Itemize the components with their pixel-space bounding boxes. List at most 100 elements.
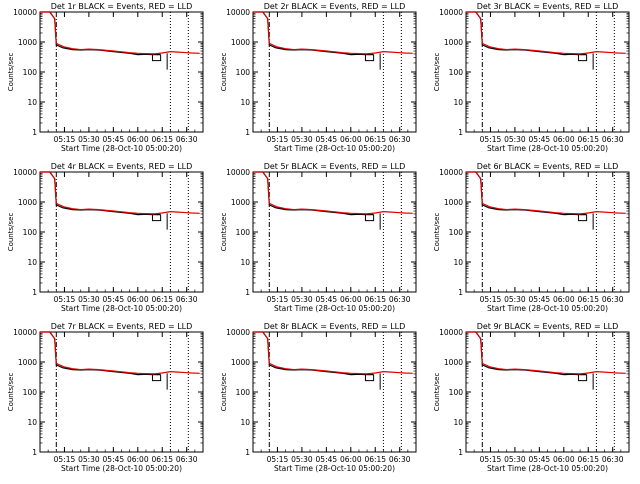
- plot-frame: [252, 171, 417, 293]
- panel-title: Det 7r BLACK = Events, RED = LLD: [51, 322, 193, 331]
- y-tick-label: 1: [458, 448, 463, 457]
- x-tick-label: 06:15: [151, 135, 173, 144]
- x-tick-label: 05:45: [103, 135, 125, 144]
- x-tick-label: 06:30: [176, 295, 198, 304]
- y-tick-label: 100: [449, 68, 464, 77]
- plot-frame: [39, 331, 204, 453]
- series-line-events: [466, 171, 587, 216]
- panel-title: Det 2r BLACK = Events, RED = LLD: [264, 2, 406, 11]
- y-axis-label: Counts/sec: [220, 213, 228, 252]
- y-tick-label: 100: [236, 388, 251, 397]
- x-tick-label: 05:45: [529, 135, 551, 144]
- x-tick-label: 06:30: [389, 295, 411, 304]
- series-line-events: [466, 11, 587, 56]
- y-tick-label: 1: [458, 288, 463, 297]
- x-tick-label: 06:00: [340, 455, 362, 464]
- y-tick-label: 1000: [444, 358, 463, 367]
- x-tick-label: 05:45: [529, 295, 551, 304]
- x-axis-label: Start Time (28-Oct-10 05:00:20): [274, 304, 395, 313]
- y-axis-label: Counts/sec: [433, 53, 441, 92]
- events-dip-feature: [151, 54, 162, 62]
- y-tick-label: 10: [240, 418, 250, 427]
- events-dip-feature: [151, 374, 162, 382]
- y-axis-label: Counts/sec: [433, 373, 441, 412]
- events-dip-feature: [577, 214, 588, 222]
- x-tick-label: 05:45: [316, 295, 338, 304]
- x-tick-label: 06:30: [602, 295, 624, 304]
- x-tick-label: 06:00: [127, 295, 149, 304]
- y-tick-label: 1: [458, 128, 463, 137]
- y-tick-label: 1000: [444, 198, 463, 207]
- series-line-lld: [40, 171, 200, 215]
- events-dip-feature: [364, 374, 375, 382]
- x-tick-label: 05:15: [480, 455, 502, 464]
- x-tick-label: 05:45: [103, 295, 125, 304]
- y-tick-label: 10: [240, 98, 250, 107]
- y-tick-label: 10: [453, 98, 463, 107]
- plot-frame: [252, 331, 417, 453]
- x-tick-label: 05:30: [504, 135, 526, 144]
- x-tick-label: 05:15: [267, 135, 289, 144]
- y-tick-label: 10000: [439, 168, 463, 177]
- y-tick-label: 1000: [444, 38, 463, 47]
- y-tick-label: 10: [453, 258, 463, 267]
- y-axis-label: Counts/sec: [220, 373, 228, 412]
- y-tick-label: 100: [23, 68, 38, 77]
- x-tick-label: 06:15: [364, 295, 386, 304]
- y-tick-label: 1000: [231, 358, 250, 367]
- x-tick-label: 06:30: [176, 135, 198, 144]
- x-tick-label: 06:15: [577, 455, 599, 464]
- y-tick-label: 10: [240, 258, 250, 267]
- y-tick-label: 1: [245, 128, 250, 137]
- x-tick-label: 06:15: [364, 455, 386, 464]
- series-line-events: [253, 331, 374, 376]
- detector-panel-8: Det 8r BLACK = Events, RED = LLD 1 10 100 10…: [220, 322, 417, 473]
- y-tick-label: 1000: [231, 198, 250, 207]
- y-tick-label: 10: [27, 258, 37, 267]
- x-axis-label: Start Time (28-Oct-10 05:00:20): [274, 144, 395, 153]
- y-axis-label: Counts/sec: [220, 53, 228, 92]
- x-tick-label: 05:30: [78, 135, 100, 144]
- plot-frame: [465, 171, 630, 293]
- series-line-events: [466, 331, 587, 376]
- panel-title: Det 4r BLACK = Events, RED = LLD: [51, 162, 193, 171]
- detector-panel-4: Det 4r BLACK = Events, RED = LLD 1 10 100 10…: [7, 162, 204, 313]
- y-tick-label: 100: [449, 228, 464, 237]
- plot-frame: [39, 11, 204, 133]
- panel-title: Det 9r BLACK = Events, RED = LLD: [477, 322, 619, 331]
- x-tick-label: 06:00: [127, 135, 149, 144]
- series-line-lld: [466, 171, 626, 215]
- x-tick-label: 05:30: [504, 295, 526, 304]
- y-tick-label: 10: [27, 418, 37, 427]
- panel-title: Det 5r BLACK = Events, RED = LLD: [264, 162, 406, 171]
- panel-title: Det 6r BLACK = Events, RED = LLD: [477, 162, 619, 171]
- y-tick-label: 10000: [226, 168, 250, 177]
- x-tick-label: 05:15: [267, 455, 289, 464]
- events-dip-feature: [577, 374, 588, 382]
- y-tick-label: 10000: [226, 8, 250, 17]
- x-tick-label: 06:15: [151, 295, 173, 304]
- x-tick-label: 05:30: [291, 295, 313, 304]
- events-dip-feature: [364, 214, 375, 222]
- x-tick-label: 05:15: [480, 135, 502, 144]
- y-tick-label: 1000: [18, 38, 37, 47]
- detector-panel-5: Det 5r BLACK = Events, RED = LLD 1 10 100 10…: [220, 162, 417, 313]
- y-tick-label: 100: [449, 388, 464, 397]
- series-line-lld: [40, 331, 200, 375]
- x-tick-label: 05:30: [291, 135, 313, 144]
- x-tick-label: 05:30: [78, 295, 100, 304]
- x-tick-label: 05:45: [316, 455, 338, 464]
- x-axis-label: Start Time (28-Oct-10 05:00:20): [61, 304, 182, 313]
- x-tick-label: 06:00: [340, 135, 362, 144]
- plot-frame: [39, 171, 204, 293]
- x-tick-label: 06:15: [577, 295, 599, 304]
- detector-panel-2: Det 2r BLACK = Events, RED = LLD 1 10 100 10…: [220, 2, 417, 153]
- y-tick-label: 10000: [226, 328, 250, 337]
- x-tick-label: 05:30: [291, 455, 313, 464]
- x-axis-label: Start Time (28-Oct-10 05:00:20): [274, 464, 395, 473]
- events-dip-feature: [364, 54, 375, 62]
- series-line-events: [40, 331, 161, 376]
- y-tick-label: 10000: [439, 8, 463, 17]
- y-axis-label: Counts/sec: [7, 213, 15, 252]
- plot-frame: [465, 331, 630, 453]
